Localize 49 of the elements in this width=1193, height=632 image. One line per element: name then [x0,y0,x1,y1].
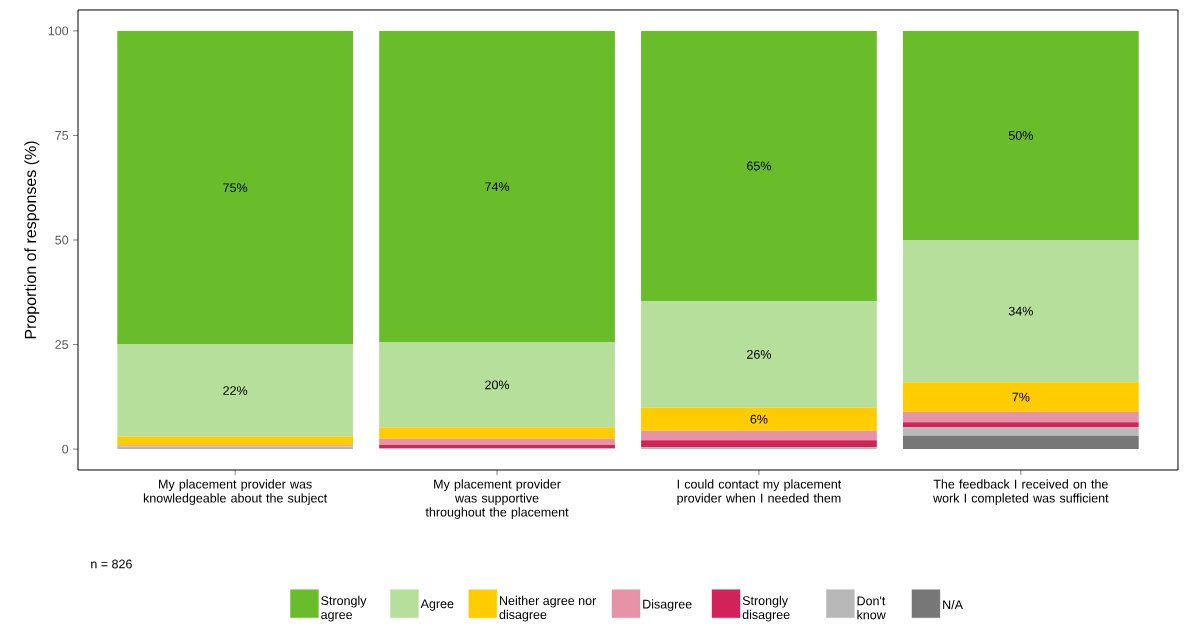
data-label: 26% [747,349,771,359]
data-label: 34% [1008,306,1033,316]
legend-label: Don't know [857,596,886,620]
y-tick-label: 0 [62,444,69,454]
x-tick-label: The feedback I received on the work I completed was sufficient [933,479,1109,506]
bar [117,344,353,437]
bar [641,30,877,302]
bar [641,430,877,441]
bar [379,438,615,445]
bar [641,440,877,447]
legend-label: Strongly disagree [742,595,790,622]
y-tick-label: 75 [55,131,69,140]
legend-label: Agree [420,599,454,611]
bar [379,30,615,343]
bar [379,342,615,428]
bar [117,30,353,345]
data-label: 20% [485,380,510,390]
bar [902,30,1139,240]
bar [117,436,353,446]
text: n = 826 [91,559,132,569]
x-tick-label: My placement provider was knowledgeable about the subject [143,479,328,506]
bar [902,422,1139,428]
bar [641,301,877,408]
bar [379,427,615,439]
data-label: 75% [223,183,248,193]
y-tick-label: 25 [55,340,69,349]
legend-label: Strongly agree [321,595,367,622]
bar [902,427,1139,436]
bar [641,407,877,431]
x-tick-label: My placement provider was supportive throughout the placement [425,479,569,520]
legend-label: Neither agree nor disagree [499,595,597,622]
data-label: 50% [1008,131,1033,140]
bar [902,411,1139,423]
legend-label: N/A [943,599,963,610]
y-axis-title: Proportion of responses (%) [24,141,40,339]
legend-label: Disagree [643,599,692,611]
y-tick-label: 50 [55,235,69,245]
bar [379,444,615,449]
bar [902,435,1139,450]
data-label: 6% [750,414,768,424]
y-tick-label: 100 [48,26,69,36]
data-label: 74% [485,182,510,192]
bar [641,447,877,450]
data-label: 22% [223,386,248,395]
data-label: 7% [1012,392,1030,402]
bar [902,382,1139,412]
data-label: 65% [747,161,771,171]
x-tick-label: I could contact my placement provider when I needed them [677,479,842,506]
bar [902,240,1139,383]
